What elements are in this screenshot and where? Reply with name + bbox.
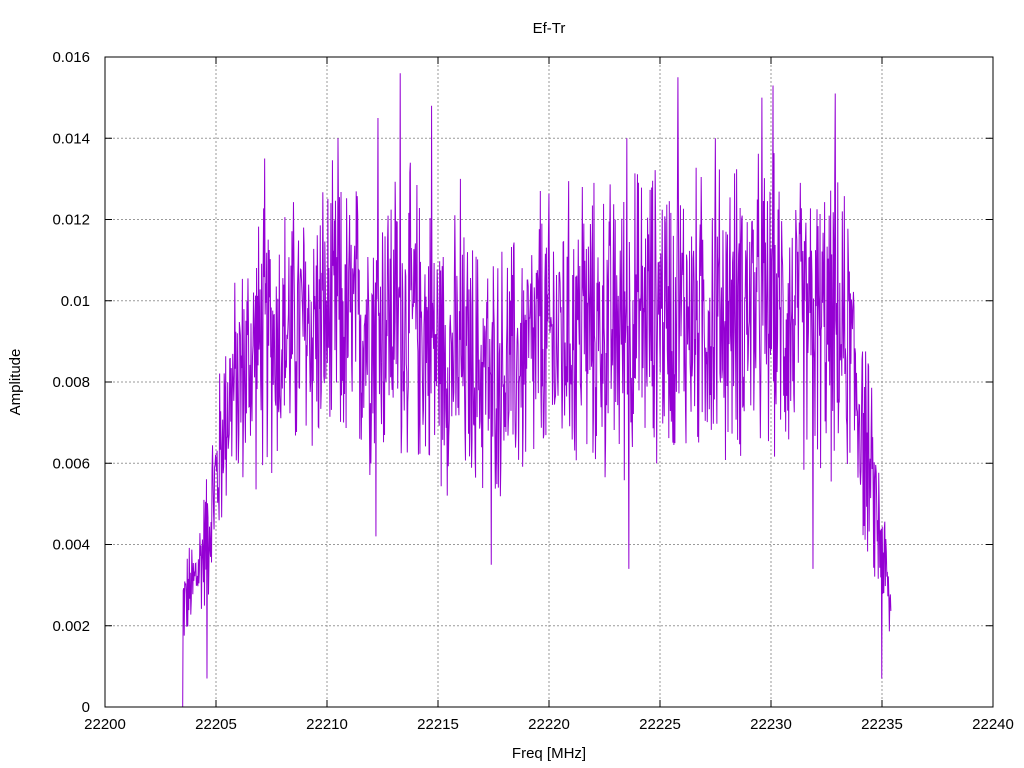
y-tick-labels: 0 0.002 0.004 0.006 0.008 0.01 0.012 0.014 0.016 (52, 49, 90, 716)
x-tick-label: 22200 (84, 716, 126, 733)
amplitude-trace (182, 73, 892, 708)
y-tick-label: 0.004 (52, 537, 90, 554)
y-tick-label: 0.012 (52, 212, 90, 229)
y-tick-label: 0.006 (52, 455, 90, 472)
y-tick-label: 0.014 (52, 130, 90, 147)
x-tick-label: 22210 (306, 716, 348, 733)
x-tick-label: 22225 (639, 716, 681, 733)
x-tick-label: 22205 (195, 716, 237, 733)
x-axis-label: Freq [MHz] (512, 745, 586, 762)
x-tick-label: 22230 (750, 716, 792, 733)
x-tick-label: 22235 (861, 716, 903, 733)
x-tick-labels: 22200 22205 22210 22215 22220 22225 22230 22235… (84, 716, 1014, 733)
y-tick-label: 0.002 (52, 618, 90, 635)
series-layer (182, 73, 892, 708)
y-tick-label: 0.01 (61, 293, 90, 310)
ticks (104, 56, 994, 708)
x-tick-label: 22240 (972, 716, 1014, 733)
y-axis-label: Amplitude (7, 349, 24, 416)
y-tick-label: 0.016 (52, 49, 90, 66)
x-tick-label: 22220 (528, 716, 570, 733)
chart-title: Ef-Tr (533, 20, 566, 37)
x-tick-label: 22215 (417, 716, 459, 733)
y-tick-label: 0.008 (52, 374, 90, 391)
y-tick-label: 0 (82, 699, 90, 716)
